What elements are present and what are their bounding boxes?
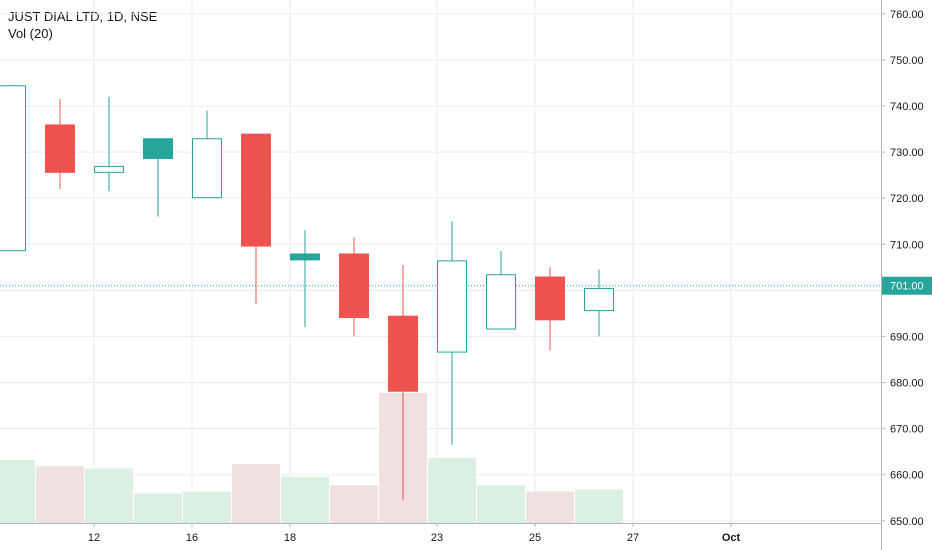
- volume-bar: [0, 460, 35, 523]
- candle: [143, 138, 173, 217]
- candle: [192, 110, 222, 199]
- time-axis[interactable]: 12 16 18 23 25 27 Oct: [0, 523, 881, 550]
- price-axis[interactable]: 650.00660.00670.00680.00690.00700.00710.…: [881, 0, 932, 550]
- candle-body: [437, 260, 467, 353]
- time-tick-label: 27: [627, 532, 639, 544]
- candle-body: [535, 276, 565, 321]
- candle-body: [388, 315, 418, 392]
- candle: [94, 96, 124, 192]
- candle: [0, 85, 26, 252]
- candle: [388, 265, 418, 501]
- price-tick-label: 690.00: [890, 331, 924, 343]
- price-axis-bg: [881, 0, 932, 550]
- price-tick-label: 650.00: [890, 516, 924, 528]
- volume-bar: [330, 485, 378, 523]
- time-tick-label: 18: [284, 532, 296, 544]
- last-price-text: 701.00: [890, 281, 924, 293]
- time-tick-label: 23: [431, 532, 443, 544]
- volume-indicator-label[interactable]: Vol (20): [8, 26, 53, 41]
- candle: [45, 99, 75, 189]
- candle-body: [486, 274, 516, 330]
- candle-body: [584, 288, 614, 312]
- time-axis-bg: [0, 523, 881, 550]
- candle-body: [94, 165, 124, 173]
- candle-body: [45, 124, 75, 173]
- candle-body: [290, 253, 320, 261]
- price-tick-label: 740.00: [890, 101, 924, 113]
- candle-body: [241, 133, 271, 247]
- chart-legend: JUST DIAL LTD, 1D, NSE Vol (20): [8, 8, 157, 42]
- price-tick-label: 760.00: [890, 9, 924, 21]
- candle: [584, 269, 614, 337]
- symbol-title: JUST DIAL LTD, 1D, NSE: [8, 9, 158, 24]
- time-tick-label: Oct: [722, 532, 741, 544]
- price-tick-label: 730.00: [890, 147, 924, 159]
- volume-bar: [526, 491, 574, 523]
- price-tick-label: 680.00: [890, 378, 924, 390]
- volume-bar: [232, 464, 280, 523]
- volume-bar: [36, 466, 84, 523]
- volume-bar: [85, 468, 133, 523]
- volume-bars: [0, 392, 623, 523]
- price-tick-label: 720.00: [890, 193, 924, 205]
- last-price-label: 701.00: [882, 276, 932, 295]
- candle-body: [192, 138, 222, 199]
- candle-body: [339, 253, 369, 318]
- time-tick-label: 25: [529, 532, 541, 544]
- time-tick-label: 16: [186, 532, 198, 544]
- candles: [0, 85, 614, 501]
- price-tick-label: 750.00: [890, 55, 924, 67]
- candle: [290, 230, 320, 328]
- volume-bar: [281, 476, 329, 523]
- volume-bar: [134, 493, 182, 523]
- volume-bar: [428, 457, 476, 523]
- volume-bar: [575, 489, 623, 523]
- volume-bar: [183, 491, 231, 523]
- time-tick-label: 12: [88, 532, 100, 544]
- price-tick-label: 670.00: [890, 424, 924, 436]
- price-tick-label: 660.00: [890, 470, 924, 482]
- candle: [241, 133, 271, 305]
- last-price-tag: [882, 276, 932, 295]
- candle-body: [0, 85, 26, 252]
- candle: [486, 251, 516, 330]
- candle: [339, 237, 369, 337]
- volume-bar: [477, 485, 525, 523]
- grid-lines: [0, 0, 881, 523]
- candle: [437, 221, 467, 445]
- candle: [535, 267, 565, 351]
- candle-body: [143, 138, 173, 159]
- price-tick-label: 710.00: [890, 239, 924, 251]
